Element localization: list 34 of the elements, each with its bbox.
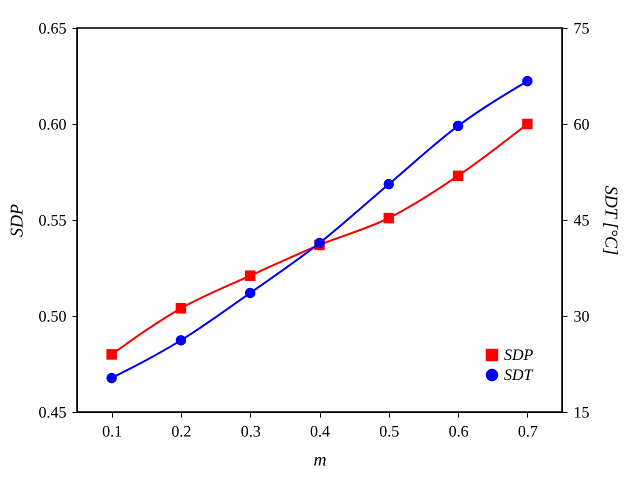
point: [452, 120, 464, 132]
y-tick-label: 0.45: [38, 404, 66, 422]
x-tick-label: 0.1: [102, 424, 122, 440]
point: [244, 270, 256, 281]
legend-label: SDP: [504, 347, 534, 364]
point: [176, 303, 186, 314]
point: [106, 349, 117, 360]
point: [522, 76, 533, 86]
y2-tick-label: 60: [574, 116, 590, 134]
point: [176, 335, 186, 346]
y2-axis-title: SDT [°C]: [602, 186, 622, 256]
x-tick-label: 0.5: [379, 424, 400, 440]
point: [244, 288, 256, 298]
x-tick-label: 0.7: [518, 424, 538, 440]
y2-tick-label: 15: [574, 404, 590, 422]
point: [384, 178, 394, 190]
point: [106, 372, 117, 384]
point: [384, 212, 394, 224]
y-tick-label: 0.65: [38, 20, 66, 38]
x-tick-label: 0.6: [448, 424, 469, 440]
point: [452, 170, 464, 182]
y2-tick-label: 75: [574, 20, 590, 38]
y-tick-label: 0.60: [38, 116, 66, 134]
x-tick-label: 0.4: [310, 424, 330, 440]
y-axis-title: SDP: [6, 204, 26, 237]
x-tick-label: 0.3: [240, 424, 261, 440]
x-axis-title: m: [314, 450, 326, 470]
y2-tick-label: 30: [574, 308, 590, 326]
y-tick-label: 0.50: [38, 308, 66, 326]
legend-label: SDT: [504, 367, 534, 384]
y-tick-label: 0.55: [38, 212, 66, 230]
y2-tick-label: 45: [574, 212, 590, 230]
point: [522, 118, 533, 130]
x-tick-label: 0.2: [171, 424, 192, 440]
